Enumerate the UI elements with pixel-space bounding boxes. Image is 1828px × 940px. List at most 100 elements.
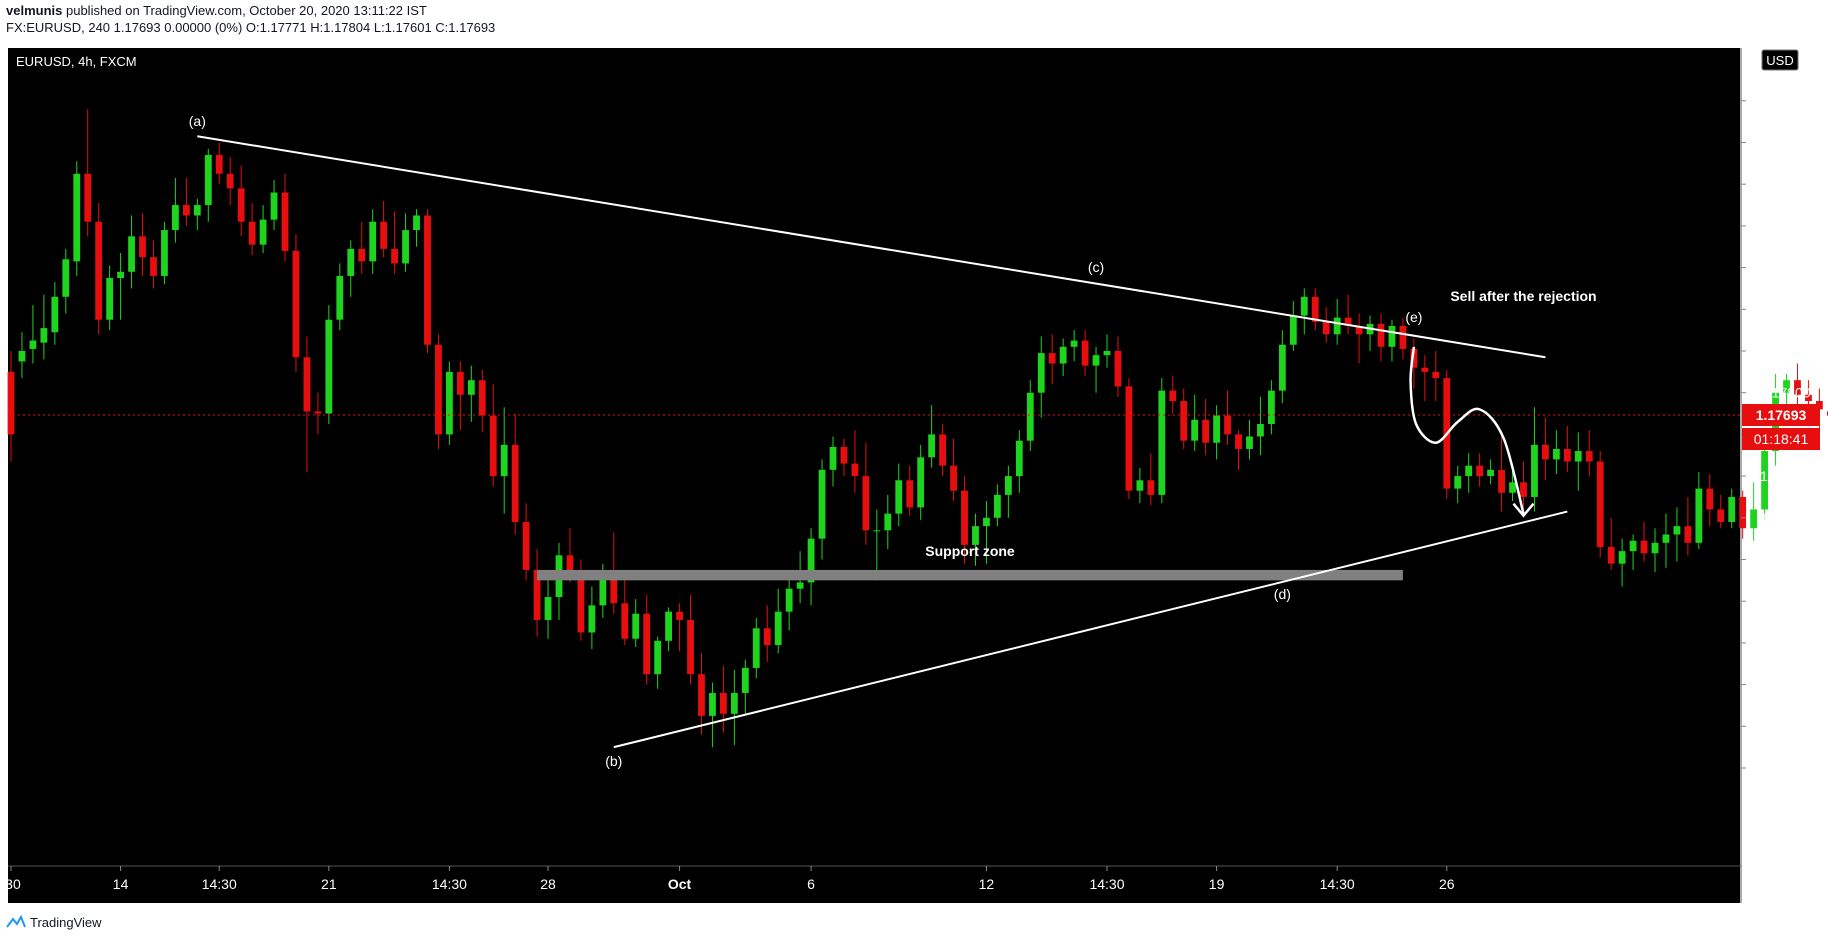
price-tick-label: 1.18000 bbox=[1760, 343, 1811, 359]
candle bbox=[1169, 376, 1177, 414]
candle bbox=[829, 436, 837, 487]
candle bbox=[369, 209, 377, 274]
support-zone-label: Support zone bbox=[925, 543, 1015, 559]
time-tick-label: 6 bbox=[807, 876, 815, 892]
candle bbox=[1180, 388, 1188, 449]
candle bbox=[698, 653, 705, 735]
candle bbox=[73, 161, 81, 276]
candle bbox=[7, 351, 15, 462]
candle bbox=[270, 180, 278, 231]
candle bbox=[1125, 378, 1133, 500]
candle bbox=[1322, 307, 1330, 343]
quote-line: FX:EURUSD, 240 1.17693 0.00000 (0%) O:1.… bbox=[6, 20, 496, 35]
candle bbox=[248, 202, 256, 256]
time-tick-label: 21 bbox=[321, 876, 337, 892]
candle bbox=[1574, 432, 1582, 491]
wave-point-label: (c) bbox=[1088, 259, 1104, 275]
price-tick-label: 1.16600 bbox=[1760, 635, 1811, 651]
price-tick-label: 1.17200 bbox=[1760, 510, 1811, 526]
price-tick-label: 1.18800 bbox=[1760, 176, 1811, 192]
candle bbox=[347, 240, 355, 297]
candle bbox=[292, 234, 300, 372]
candle bbox=[774, 588, 782, 654]
candle bbox=[62, 248, 70, 314]
candle bbox=[95, 202, 103, 335]
candle bbox=[1136, 467, 1144, 504]
price-tick-label: 1.17000 bbox=[1760, 552, 1811, 568]
candle bbox=[884, 494, 892, 550]
price-tick-label: 1.16800 bbox=[1760, 593, 1811, 609]
candle bbox=[413, 209, 420, 247]
candle bbox=[928, 405, 936, 468]
candlestick-chart[interactable]: Support zone (a) (b) (c) (d) (e) Sell after th… bbox=[0, 40, 1828, 903]
candle bbox=[917, 444, 925, 520]
countdown-tag bbox=[1742, 428, 1820, 451]
price-tick-label: 1.16400 bbox=[1760, 677, 1811, 693]
projection-path bbox=[1409, 346, 1525, 514]
candle bbox=[785, 580, 793, 631]
candle bbox=[1103, 334, 1111, 368]
candle bbox=[424, 209, 431, 354]
candle bbox=[1662, 513, 1670, 568]
candle bbox=[1399, 317, 1407, 360]
candle bbox=[1487, 459, 1494, 485]
candle bbox=[456, 361, 464, 431]
time-tick-label: 14:30 bbox=[1320, 876, 1355, 892]
candle bbox=[1070, 330, 1078, 362]
candle bbox=[511, 413, 519, 535]
candle bbox=[1355, 313, 1363, 364]
price-tick-label: 1.19200 bbox=[1760, 93, 1811, 109]
candle bbox=[1311, 288, 1319, 331]
candle bbox=[1585, 430, 1593, 477]
candle bbox=[1213, 405, 1220, 460]
candle bbox=[1520, 461, 1527, 512]
candle bbox=[720, 665, 727, 733]
candle bbox=[314, 392, 322, 435]
candle bbox=[106, 265, 114, 331]
candle bbox=[961, 476, 968, 564]
time-tick-label: :30 bbox=[1, 876, 21, 892]
candle bbox=[1268, 380, 1275, 435]
currency-badge[interactable] bbox=[1761, 49, 1799, 71]
candle bbox=[687, 594, 694, 685]
time-tick-label: 19 bbox=[1209, 876, 1225, 892]
candle bbox=[1465, 453, 1473, 493]
wave-point-label: (b) bbox=[605, 753, 622, 769]
time-axis[interactable]: :30 14 14:30 21 14:30 28 Oct 6 12 14:30 19 14:30 26 bbox=[1, 866, 1455, 892]
candle bbox=[500, 407, 508, 514]
trendline[interactable] bbox=[613, 510, 1568, 749]
candle bbox=[1037, 336, 1045, 418]
candle bbox=[1607, 517, 1615, 570]
candle bbox=[544, 574, 552, 639]
candle bbox=[588, 586, 596, 650]
currency-label: USD bbox=[1766, 53, 1793, 68]
candle bbox=[851, 430, 859, 493]
candle bbox=[1289, 300, 1297, 351]
candle bbox=[1596, 451, 1604, 558]
candle bbox=[939, 423, 946, 477]
candle bbox=[1761, 438, 1768, 520]
candle bbox=[1717, 494, 1725, 529]
candle bbox=[1026, 380, 1034, 452]
candle bbox=[818, 459, 826, 560]
candle bbox=[522, 503, 530, 581]
author-name[interactable]: velmunis bbox=[6, 3, 63, 18]
candle bbox=[741, 659, 749, 714]
candle bbox=[1563, 426, 1571, 472]
trendline[interactable] bbox=[197, 135, 1546, 359]
time-tick-label: Oct bbox=[668, 876, 692, 892]
candle bbox=[1257, 396, 1264, 456]
last-price-tag bbox=[1742, 404, 1820, 427]
time-tick-label: 14 bbox=[113, 876, 129, 892]
candle bbox=[1246, 419, 1253, 460]
wave-point-label: (a) bbox=[189, 113, 206, 129]
candle bbox=[632, 599, 640, 648]
tradingview-footer[interactable]: TradingView bbox=[6, 912, 102, 932]
price-axis[interactable]: 1.19200 1.19000 1.18800 1.18600 1.18400 1.182… bbox=[1741, 93, 1820, 776]
candle bbox=[1191, 394, 1199, 452]
tradingview-logo-icon bbox=[6, 915, 26, 928]
price-tick-label: 1.17800 bbox=[1760, 385, 1811, 401]
candle bbox=[1531, 407, 1538, 512]
support-zone-band[interactable] bbox=[537, 569, 1403, 581]
candle bbox=[1695, 471, 1703, 550]
